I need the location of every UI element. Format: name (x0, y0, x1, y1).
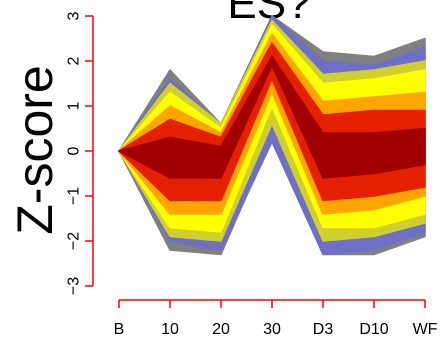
y-tick-label: 0 (66, 146, 83, 155)
axes: −3 −2 −1 0 1 2 3 B 10 20 30 D3 D10 WF (66, 11, 438, 338)
series-band-7 (118, 55, 426, 179)
y-tick-label: −3 (66, 277, 83, 295)
x-tick-label: 10 (161, 321, 179, 338)
x-tick-label: 20 (212, 321, 230, 338)
y-tick-label: 1 (66, 101, 83, 110)
x-tick-label: 30 (263, 321, 281, 338)
y-tick-label: −1 (66, 187, 83, 205)
x-tick-label: D10 (359, 321, 388, 338)
y-axis-label: Z-score (7, 65, 63, 234)
y-tick-label: −2 (66, 232, 83, 250)
y-tick-label: 2 (66, 56, 83, 65)
x-tick-label: B (114, 321, 125, 338)
x-tick-label: D3 (313, 321, 334, 338)
x-tick-label: WF (413, 321, 438, 338)
y-tick-label: 3 (66, 11, 83, 20)
series-bands (118, 15, 426, 256)
